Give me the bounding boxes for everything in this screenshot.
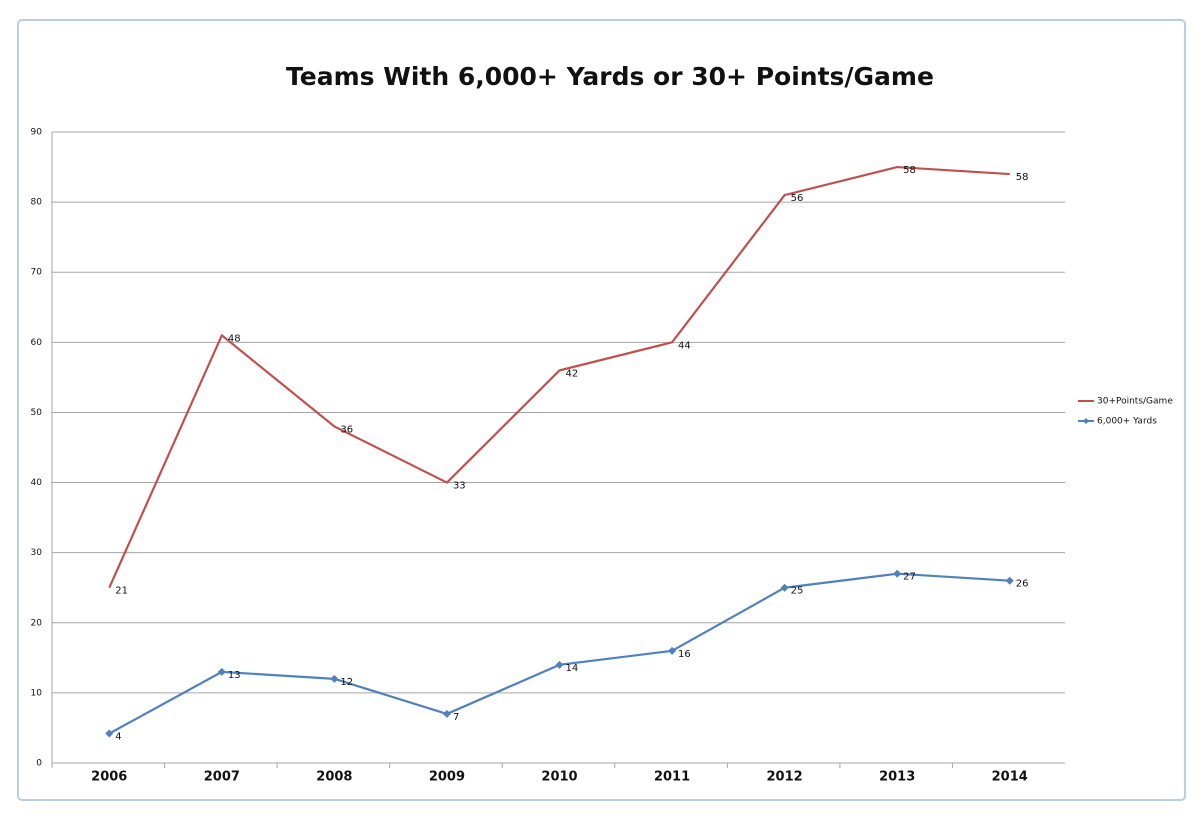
point-label: 56 (791, 193, 804, 204)
series-line (108, 165, 1010, 589)
point-label: 12 (340, 677, 353, 688)
point-label: 14 (566, 663, 579, 674)
point-label: 58 (903, 165, 916, 176)
y-tick-label: 90 (31, 128, 43, 138)
x-tick-label: 2007 (204, 770, 240, 785)
point-label: 25 (791, 586, 804, 597)
y-tick-label: 0 (36, 759, 42, 769)
x-tick-label: 2013 (879, 770, 915, 785)
point-marker (780, 583, 789, 592)
x-tick-label: 2010 (541, 770, 577, 785)
point-marker (217, 667, 226, 676)
point-label: 48 (228, 333, 241, 344)
x-tick-label: 2014 (992, 770, 1028, 785)
point-marker (668, 646, 677, 655)
point-label: 42 (566, 368, 579, 379)
point-marker (893, 569, 902, 578)
point-marker (1005, 576, 1014, 585)
legend-label: 6,000+ Yards (1097, 417, 1157, 427)
point-marker (105, 729, 114, 738)
point-label: 4 (115, 732, 121, 743)
x-tick-label: 2009 (429, 770, 465, 785)
point-label: 21 (115, 586, 128, 597)
point-label: 27 (903, 572, 916, 583)
legend-label: 30+Points/Game (1097, 397, 1173, 407)
point-marker (330, 674, 339, 683)
legend-marker (1083, 418, 1089, 424)
point-marker (442, 709, 451, 718)
y-tick-label: 10 (31, 688, 43, 698)
point-label: 13 (228, 670, 241, 681)
point-label: 36 (340, 424, 353, 435)
point-label: 26 (1016, 579, 1029, 590)
y-tick-label: 50 (31, 408, 43, 418)
x-tick-label: 2006 (91, 770, 127, 785)
y-tick-label: 40 (31, 478, 43, 488)
point-label: 7 (453, 712, 459, 723)
chart-title: Teams With 6,000+ Yards or 30+ Points/Ga… (286, 62, 934, 91)
point-label: 58 (1016, 172, 1029, 183)
frame (17, 19, 1186, 801)
x-tick-label: 2011 (654, 770, 690, 785)
y-tick-label: 70 (31, 268, 43, 278)
point-label: 16 (678, 649, 691, 660)
point-marker (555, 660, 564, 669)
y-tick-label: 80 (31, 198, 43, 208)
y-tick-label: 60 (31, 338, 43, 348)
x-tick-label: 2012 (767, 770, 803, 785)
point-label: 33 (453, 481, 466, 492)
x-tick-label: 2008 (316, 770, 352, 785)
point-label: 44 (678, 340, 691, 351)
y-tick-label: 20 (31, 618, 43, 628)
y-tick-label: 30 (31, 548, 43, 558)
